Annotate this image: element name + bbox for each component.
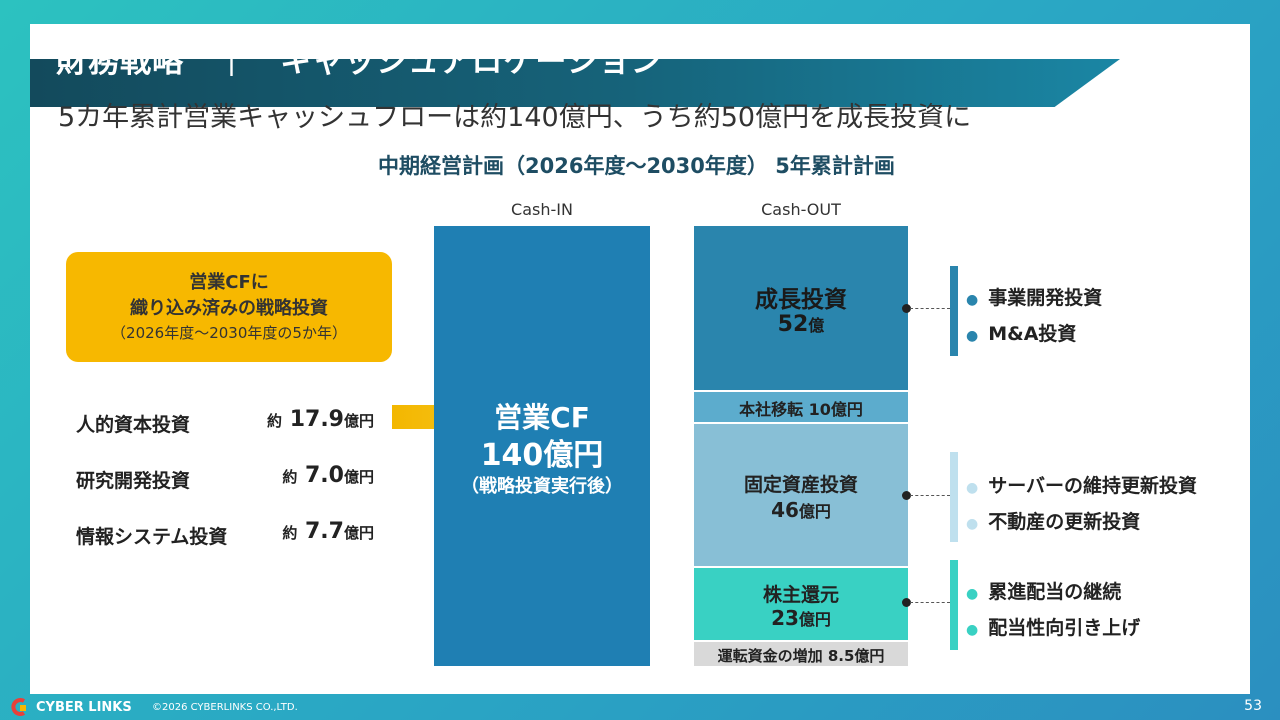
fixed-value: 46億円 — [771, 498, 831, 522]
fixed-detail-bar — [950, 452, 958, 542]
hq-label: 本社移転 10億円 — [739, 400, 863, 419]
shareholder-label: 株主還元 — [762, 584, 839, 606]
fixed-label: 固定資産投資 — [743, 474, 858, 496]
plan-title: 中期経営計画（2026年度～2030年度） 5年累計計画 — [378, 154, 895, 178]
connector-dot — [902, 304, 911, 313]
growth-value: 52億 — [777, 312, 825, 337]
shareholder-detail-bar — [950, 560, 958, 650]
connector-line — [910, 308, 950, 309]
cash-in-value: 140億円 — [480, 438, 604, 473]
connector-line — [910, 602, 950, 603]
detail-item: ● 配当性向引き上げ — [966, 617, 1141, 639]
detail-item: ● サーバーの維持更新投資 — [966, 475, 1198, 497]
detail-item: ● 累進配当の継続 — [966, 581, 1122, 603]
cash-out-header: Cash-OUT — [761, 200, 841, 219]
cash-in-label: 営業CF — [494, 401, 590, 434]
connector-dot — [902, 491, 911, 500]
allocation-name: 人的資本投資 — [76, 414, 191, 436]
logo-text: CYBER LINKS — [36, 700, 132, 715]
cash-out-working-capital-block: 運転資金の増加 8.5億円 — [694, 640, 908, 666]
cash-in-header: Cash-IN — [511, 200, 573, 219]
connector-dot — [902, 598, 911, 607]
growth-detail-bar — [950, 266, 958, 356]
callout-line-2: 織り込み済みの戦略投資 — [130, 298, 328, 319]
cash-out-growth-block: 成長投資 52億 — [694, 226, 908, 390]
connector-line — [910, 495, 950, 496]
logo-mark-icon — [11, 698, 26, 716]
detail-item: ● 事業開発投資 — [966, 287, 1103, 309]
detail-item: ● M&A投資 — [966, 323, 1077, 345]
cash-in-note: （戦略投資実行後） — [461, 476, 623, 497]
allocation-human-capital: 人的資本投資 約 17.9億円 — [76, 407, 376, 438]
allocation-name: 情報システム投資 — [76, 526, 228, 548]
page-subtitle: 5カ年累計営業キャッシュフローは約140億円、うち約50億円を成長投資に — [58, 102, 972, 133]
allocation-value: 約 7.0億円 — [282, 463, 374, 488]
allocation-rnd: 研究開発投資 約 7.0億円 — [76, 463, 376, 494]
allocation-value: 約 7.7億円 — [282, 519, 374, 544]
cash-in-block: 営業CF 140億円 （戦略投資実行後） — [434, 226, 650, 666]
page-number: 53 — [1244, 698, 1262, 714]
shareholder-value: 23億円 — [771, 606, 831, 630]
page-title: 財務戦略 ｜ キャッシュアロケーション — [56, 44, 663, 80]
copyright: ©2026 CYBERLINKS CO.,LTD. — [152, 702, 298, 713]
callout-line-1: 営業CFに — [189, 272, 269, 293]
detail-item: ● 不動産の更新投資 — [966, 511, 1141, 533]
allocation-value: 約 17.9億円 — [267, 407, 374, 432]
title-band — [30, 59, 1120, 107]
working-capital-label: 運転資金の増加 8.5億円 — [717, 647, 885, 665]
allocation-it-systems: 情報システム投資 約 7.7億円 — [76, 519, 376, 550]
cash-out-fixed-block: 固定資産投資 46億円 — [694, 422, 908, 566]
strategic-investment-callout: 営業CFに 織り込み済みの戦略投資 （2026年度～2030年度の5か年） — [66, 252, 392, 362]
callout-line-3: （2026年度～2030年度の5か年） — [111, 324, 347, 342]
allocation-name: 研究開発投資 — [76, 470, 191, 492]
cash-out-shareholder-block: 株主還元 23億円 — [694, 566, 908, 640]
growth-label: 成長投資 — [755, 287, 847, 313]
cash-out-hq-block: 本社移転 10億円 — [694, 390, 908, 422]
